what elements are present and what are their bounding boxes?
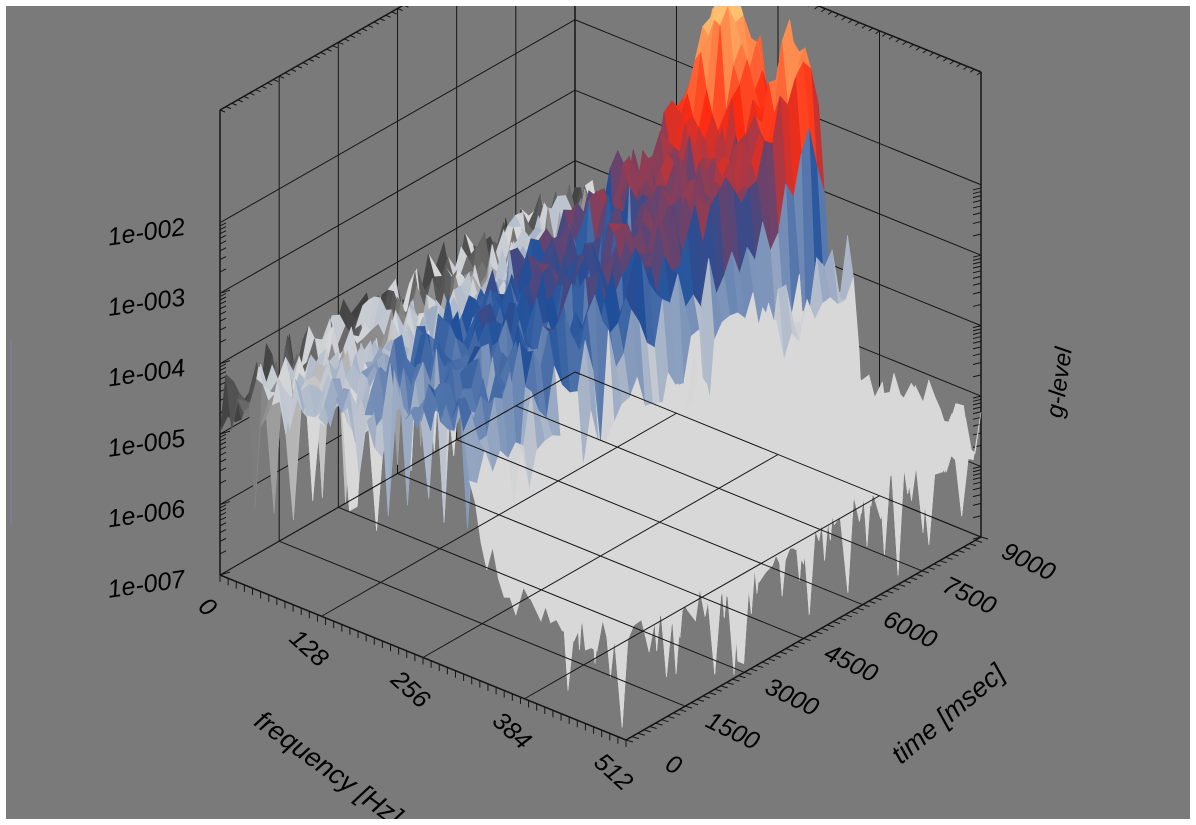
freq-tick-label: 256 <box>385 665 436 714</box>
floor-time-gridline <box>456 439 863 606</box>
chart-background: 0 128 256 384 512 0 1500 3000 4500 6000 7500 9000 1e… <box>6 6 1190 819</box>
surface-cell <box>614 634 629 728</box>
glevel-axis-label: g-level <box>1041 345 1078 419</box>
left-wall-level-line <box>219 19 576 224</box>
time-tick-label: 3000 <box>761 672 823 722</box>
floor-time-gridline <box>338 506 745 673</box>
time-tick-label: 1500 <box>702 706 764 756</box>
glevel-tick-label: 1e-004 <box>106 354 187 393</box>
floor-grid <box>219 371 989 747</box>
glevel-tick-label: 1e-003 <box>106 283 187 322</box>
time-tick-label: 0 <box>661 749 686 780</box>
freq-tick-label: 512 <box>588 748 638 797</box>
left-edge-mark <box>10 341 12 526</box>
time-tick-label: 4500 <box>820 639 882 689</box>
time-tick-label: 9000 <box>997 537 1059 587</box>
floor-time-gridline <box>397 473 804 639</box>
floor-time-gridline <box>515 405 923 572</box>
glevel-tick-label: 1e-005 <box>106 424 187 463</box>
surface-mesh <box>219 6 982 728</box>
floor-time-gridline <box>574 371 982 538</box>
time-tick-label: 6000 <box>879 605 941 655</box>
time-tick-label: 7500 <box>938 571 1000 621</box>
left-wall-level-line <box>219 160 576 365</box>
glevel-tick-label: 1e-006 <box>106 495 187 534</box>
left-wall-level-line <box>219 89 576 294</box>
time-axis-label: time [msec] <box>885 657 1011 770</box>
glevel-tick-label: 1e-002 <box>106 213 187 252</box>
freq-tick-label: 384 <box>487 706 537 755</box>
freq-tick-label: 128 <box>284 624 334 673</box>
freq-axis-label: frequency [Hz] <box>249 705 409 819</box>
floor-time-gridline <box>278 540 686 707</box>
freq-tick-label: 0 <box>193 592 222 622</box>
glevel-tick-label: 1e-007 <box>106 565 188 604</box>
